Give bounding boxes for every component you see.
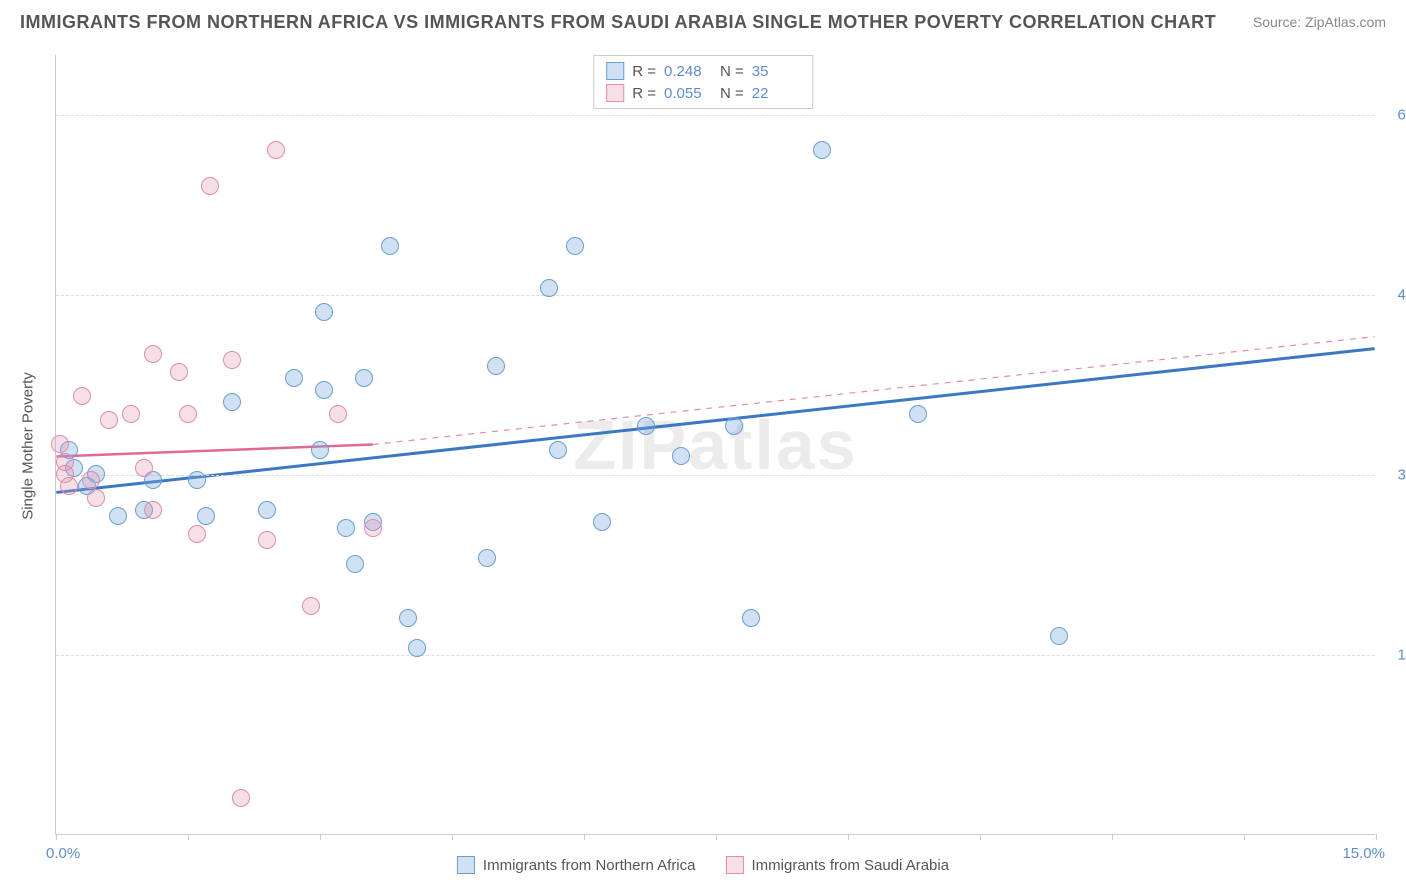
data-point-blue bbox=[223, 393, 241, 411]
data-point-pink bbox=[188, 525, 206, 543]
data-point-pink bbox=[329, 405, 347, 423]
n-value-pink: 22 bbox=[752, 85, 800, 102]
x-tick bbox=[188, 834, 189, 840]
n-value-blue: 35 bbox=[752, 63, 800, 80]
plot-area: ZIPatlas 15.0%30.0%45.0%60.0%0.0%15.0% bbox=[55, 55, 1375, 835]
stats-row-blue: R = 0.248 N = 35 bbox=[606, 60, 800, 82]
data-point-pink bbox=[179, 405, 197, 423]
gridline-h bbox=[56, 655, 1375, 656]
legend-label-blue: Immigrants from Northern Africa bbox=[483, 857, 696, 874]
data-point-blue bbox=[109, 507, 127, 525]
data-point-blue bbox=[813, 141, 831, 159]
legend-label-pink: Immigrants from Saudi Arabia bbox=[751, 857, 949, 874]
swatch-blue-icon bbox=[457, 856, 475, 874]
legend-item-pink: Immigrants from Saudi Arabia bbox=[725, 856, 949, 874]
r-label: R = bbox=[632, 85, 656, 102]
legend-item-blue: Immigrants from Northern Africa bbox=[457, 856, 696, 874]
r-label: R = bbox=[632, 63, 656, 80]
gridline-h bbox=[56, 475, 1375, 476]
data-point-blue bbox=[408, 639, 426, 657]
data-point-pink bbox=[232, 789, 250, 807]
bottom-legend: Immigrants from Northern Africa Immigran… bbox=[457, 856, 949, 874]
data-point-blue bbox=[725, 417, 743, 435]
gridline-h bbox=[56, 295, 1375, 296]
data-point-blue bbox=[909, 405, 927, 423]
data-point-pink bbox=[51, 435, 69, 453]
data-point-blue bbox=[197, 507, 215, 525]
r-value-blue: 0.248 bbox=[664, 63, 712, 80]
y-axis-title: Single Mother Poverty bbox=[20, 372, 37, 520]
data-point-blue bbox=[672, 447, 690, 465]
data-point-pink bbox=[144, 345, 162, 363]
data-point-blue bbox=[487, 357, 505, 375]
data-point-pink bbox=[302, 597, 320, 615]
data-point-pink bbox=[100, 411, 118, 429]
data-point-pink bbox=[73, 387, 91, 405]
data-point-blue bbox=[381, 237, 399, 255]
data-point-pink bbox=[258, 531, 276, 549]
x-tick bbox=[848, 834, 849, 840]
trend-lines bbox=[56, 55, 1375, 834]
n-label: N = bbox=[720, 85, 744, 102]
data-point-pink bbox=[122, 405, 140, 423]
data-point-pink bbox=[201, 177, 219, 195]
x-tick bbox=[1376, 834, 1377, 840]
data-point-blue bbox=[346, 555, 364, 573]
data-point-pink bbox=[144, 501, 162, 519]
x-label-min: 0.0% bbox=[46, 845, 80, 862]
y-tick-label: 60.0% bbox=[1397, 107, 1406, 124]
data-point-blue bbox=[315, 303, 333, 321]
watermark: ZIPatlas bbox=[573, 405, 857, 485]
chart-title: IMMIGRANTS FROM NORTHERN AFRICA VS IMMIG… bbox=[20, 12, 1216, 33]
y-tick-label: 15.0% bbox=[1397, 647, 1406, 664]
data-point-pink bbox=[87, 489, 105, 507]
data-point-blue bbox=[742, 609, 760, 627]
x-tick bbox=[980, 834, 981, 840]
data-point-blue bbox=[478, 549, 496, 567]
data-point-blue bbox=[637, 417, 655, 435]
swatch-pink-icon bbox=[725, 856, 743, 874]
stats-row-pink: R = 0.055 N = 22 bbox=[606, 82, 800, 104]
x-tick bbox=[320, 834, 321, 840]
x-tick bbox=[1112, 834, 1113, 840]
data-point-pink bbox=[60, 477, 78, 495]
swatch-blue-icon bbox=[606, 62, 624, 80]
x-tick bbox=[584, 834, 585, 840]
x-tick bbox=[452, 834, 453, 840]
x-tick bbox=[716, 834, 717, 840]
data-point-blue bbox=[337, 519, 355, 537]
y-tick-label: 30.0% bbox=[1397, 467, 1406, 484]
data-point-pink bbox=[82, 471, 100, 489]
data-point-pink bbox=[364, 519, 382, 537]
data-point-blue bbox=[540, 279, 558, 297]
x-tick bbox=[1244, 834, 1245, 840]
data-point-blue bbox=[566, 237, 584, 255]
data-point-pink bbox=[223, 351, 241, 369]
data-point-blue bbox=[258, 501, 276, 519]
data-point-blue bbox=[1050, 627, 1068, 645]
data-point-blue bbox=[188, 471, 206, 489]
n-label: N = bbox=[720, 63, 744, 80]
data-point-pink bbox=[170, 363, 188, 381]
data-point-pink bbox=[135, 459, 153, 477]
stats-legend: R = 0.248 N = 35 R = 0.055 N = 22 bbox=[593, 55, 813, 109]
r-value-pink: 0.055 bbox=[664, 85, 712, 102]
data-point-blue bbox=[399, 609, 417, 627]
data-point-blue bbox=[315, 381, 333, 399]
y-tick-label: 45.0% bbox=[1397, 287, 1406, 304]
chart-container: IMMIGRANTS FROM NORTHERN AFRICA VS IMMIG… bbox=[0, 0, 1406, 892]
data-point-pink bbox=[267, 141, 285, 159]
data-point-blue bbox=[355, 369, 373, 387]
source-label: Source: ZipAtlas.com bbox=[1253, 14, 1386, 30]
x-label-max: 15.0% bbox=[1342, 845, 1385, 862]
swatch-pink-icon bbox=[606, 84, 624, 102]
data-point-blue bbox=[593, 513, 611, 531]
data-point-blue bbox=[549, 441, 567, 459]
data-point-blue bbox=[311, 441, 329, 459]
data-point-blue bbox=[285, 369, 303, 387]
x-tick bbox=[56, 834, 57, 840]
gridline-h bbox=[56, 115, 1375, 116]
